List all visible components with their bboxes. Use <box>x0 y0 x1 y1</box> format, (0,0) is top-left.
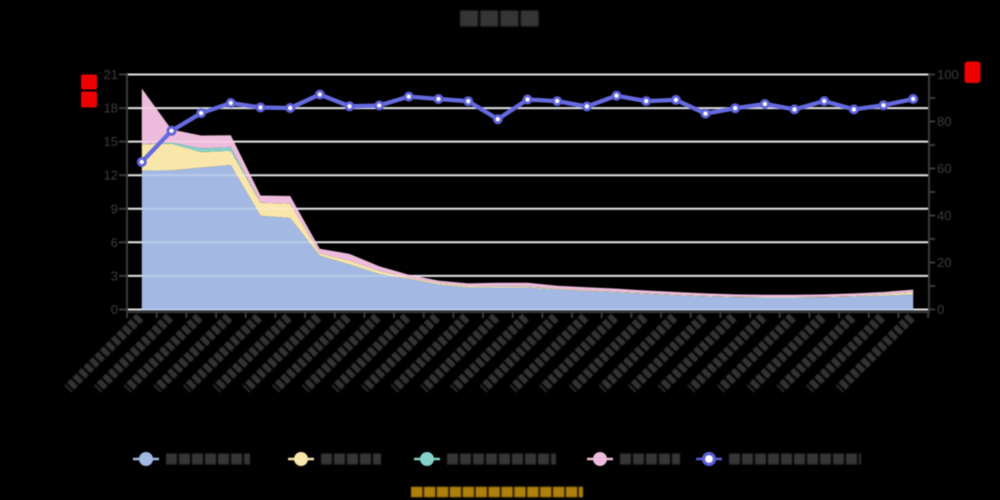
svg-text:0: 0 <box>937 302 944 317</box>
svg-text:20: 20 <box>937 255 951 270</box>
svg-text:100: 100 <box>937 67 959 82</box>
svg-text:18: 18 <box>104 101 118 116</box>
svg-text:60: 60 <box>937 161 951 176</box>
svg-text:21: 21 <box>104 67 118 82</box>
svg-text:80: 80 <box>937 114 951 129</box>
svg-text:12: 12 <box>104 168 118 183</box>
svg-text:40: 40 <box>937 208 951 223</box>
svg-text:15: 15 <box>104 134 118 149</box>
svg-text:3: 3 <box>111 268 118 283</box>
svg-text:6: 6 <box>111 235 118 250</box>
svg-text:9: 9 <box>111 201 118 216</box>
svg-text:0: 0 <box>111 302 118 317</box>
